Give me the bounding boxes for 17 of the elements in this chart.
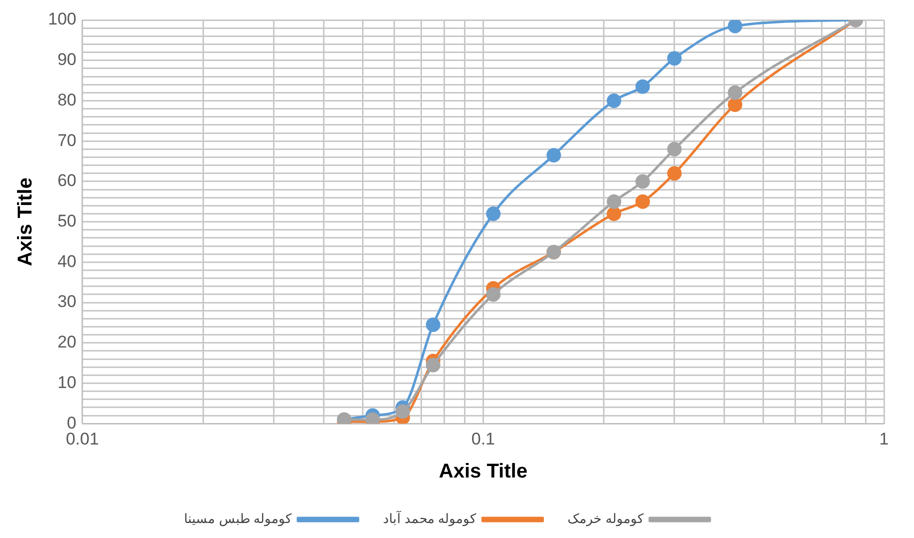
x-tick-label: 0.1	[471, 429, 495, 448]
y-tick-label: 40	[57, 252, 76, 271]
x-tick-label: 1	[879, 429, 889, 448]
y-tick-label: 80	[57, 90, 76, 110]
y-tick-label: 30	[57, 292, 76, 312]
y-tick-label: 60	[57, 171, 76, 190]
y-tick-label: 70	[57, 130, 76, 150]
y-tick-label: 90	[57, 50, 76, 70]
y-tick-label: 20	[57, 332, 76, 352]
legend-label: کوموله خرمک	[568, 511, 644, 528]
y-tick-label: 100	[48, 10, 76, 29]
legend-label: کوموله محمد آباد	[382, 510, 478, 528]
y-tick-label: 50	[57, 211, 76, 230]
x-axis-title: Axis Title	[438, 460, 528, 483]
legend-label: کوموله طبس مسینا	[184, 511, 292, 528]
y-axis-title: Axis Title	[14, 178, 37, 266]
y-tick-label: 10	[57, 372, 76, 392]
